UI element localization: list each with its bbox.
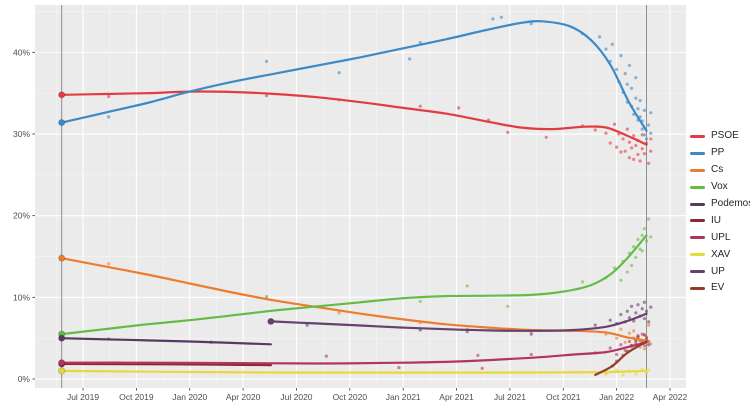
legend-key-line: [690, 202, 705, 206]
legend-label: Cs: [711, 164, 724, 176]
poll-points-pp: [107, 15, 653, 141]
legend-key-line: [690, 134, 705, 138]
legend-item-podemos: Podemos: [690, 196, 750, 213]
y-axis-labels: 0% 10% 20% 30% 40%: [13, 47, 30, 384]
x-tick-label: Jul 2019: [67, 392, 99, 402]
legend-key-line: [690, 236, 705, 240]
x-tick-label: Jan 2021: [386, 392, 421, 402]
poll-points-psoe: [107, 94, 653, 166]
trend-line-pp: [60, 20, 648, 132]
axis-ticks: [32, 51, 671, 391]
x-tick-label: Apr 2021: [439, 392, 474, 402]
grid-major: [35, 5, 686, 388]
election-result-marker-xav: [58, 367, 66, 375]
y-tick-label: 40%: [13, 47, 30, 57]
legend-label: UP: [711, 265, 725, 277]
trend-line-ev: [594, 340, 648, 376]
x-tick-label: Apr 2020: [226, 392, 261, 402]
election-result-marker-upl: [58, 359, 66, 367]
legend-key-line: [690, 270, 705, 274]
legend-item-psoe: PSOE: [690, 128, 750, 145]
legend-label: IU: [711, 214, 721, 226]
legend-item-vox: Vox: [690, 179, 750, 196]
legend-label: Vox: [711, 181, 728, 193]
legend-key-line: [690, 151, 705, 155]
legend-item-up: UP: [690, 263, 750, 280]
legend-item-iu: IU: [690, 212, 750, 229]
legend-label: EV: [711, 282, 725, 294]
legend-key-line: [690, 219, 705, 223]
x-tick-label: Jul 2021: [494, 392, 526, 402]
trend-line-podemos: [60, 337, 272, 346]
trend-line-up: [269, 312, 648, 332]
x-tick-label: Jan 2020: [172, 392, 207, 402]
trend-line-xav: [60, 369, 648, 374]
legend-label: Podemos: [711, 198, 750, 209]
election-result-marker-psoe: [58, 91, 66, 99]
y-tick-label: 20%: [13, 211, 30, 221]
x-tick-label: Jan 2022: [599, 392, 634, 402]
election-result-marker-podemos: [58, 334, 66, 342]
legend-item-cs: Cs: [690, 162, 750, 179]
x-tick-label: Oct 2020: [333, 392, 368, 402]
legend-label: PP: [711, 147, 725, 159]
election-event-lines: [61, 5, 648, 388]
x-tick-label: Jul 2020: [280, 392, 312, 402]
y-tick-label: 10%: [13, 292, 30, 302]
trend-line-psoe: [60, 90, 648, 146]
legend-item-ev: EV: [690, 280, 750, 297]
election-result-marker-cs: [58, 254, 66, 262]
legend-key-line: [690, 286, 705, 290]
legend-item-xav: XAV: [690, 246, 750, 263]
trend-line-iu: [60, 362, 272, 367]
legend-key-line: [690, 253, 705, 257]
x-tick-label: Oct 2019: [119, 392, 154, 402]
x-tick-label: Oct 2021: [546, 392, 581, 402]
election-result-marker-up: [267, 317, 275, 326]
trend-line-cs: [60, 257, 648, 342]
legend-label: PSOE: [711, 130, 739, 142]
legend-label: XAV: [711, 248, 731, 260]
poll-points-vox: [264, 217, 653, 308]
y-tick-label: 30%: [13, 129, 30, 139]
legend-item-upl: UPL: [690, 229, 750, 246]
trend-line-vox: [60, 234, 648, 336]
x-axis-labels: Jul 2019 Oct 2019 Jan 2020 Apr 2020 Jul 2020…: [67, 392, 688, 402]
trend-line-upl: [60, 341, 648, 365]
legend-key-line: [690, 168, 705, 172]
legend-item-pp: PP: [690, 145, 750, 162]
y-tick-label: 0%: [18, 374, 31, 384]
x-tick-label: Apr 2022: [653, 392, 688, 402]
legend-key-line: [690, 185, 705, 189]
legend-label: UPL: [711, 231, 731, 243]
election-result-marker-pp: [58, 118, 66, 127]
chart-legend: PSOE PP Cs Vox Podemos IU UPL XAV UP EV: [690, 128, 750, 297]
